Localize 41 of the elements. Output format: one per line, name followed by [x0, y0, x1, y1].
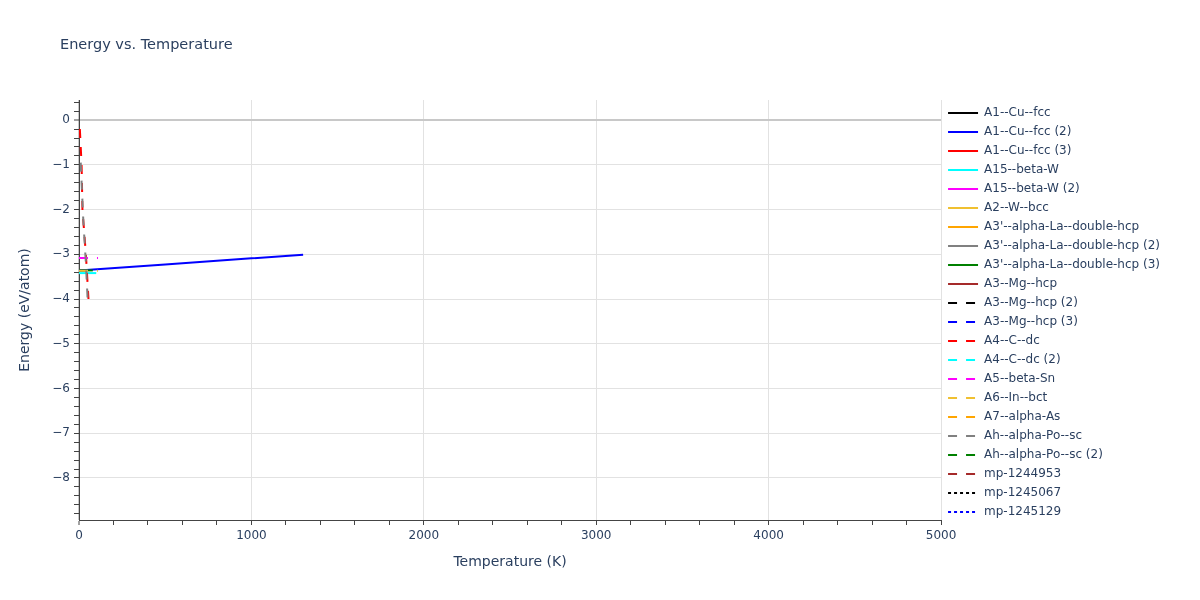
- legend-label: A15--beta-W (2): [984, 181, 1080, 196]
- y-tick-label: −8: [52, 470, 70, 485]
- legend-label: A3--Mg--hcp: [984, 276, 1058, 291]
- y-tick-label: −5: [52, 335, 70, 350]
- legend-label: mp-1245067: [984, 485, 1062, 500]
- x-tick-label: 3000: [580, 528, 612, 543]
- legend-label: A1--Cu--fcc: [984, 105, 1051, 120]
- legend-label: A4--C--dc (2): [984, 352, 1061, 367]
- x-tick-label: 2000: [408, 528, 440, 543]
- legend-label: A3--Mg--hcp (3): [984, 314, 1078, 329]
- legend-label: A4--C--dc: [984, 333, 1040, 348]
- legend-label: A2--W--bcc: [984, 200, 1049, 215]
- x-tick-label: 1000: [236, 528, 267, 543]
- legend-label: A1--Cu--fcc (3): [984, 143, 1072, 158]
- legend-label: A1--Cu--fcc (2): [984, 124, 1072, 139]
- legend-label: Ah--alpha-Po--sc: [984, 428, 1082, 443]
- y-tick-label: −3: [52, 246, 70, 261]
- legend-label: A3'--alpha-La--double-hcp (2): [984, 238, 1161, 253]
- y-tick-label: −1: [52, 156, 70, 171]
- legend-label: A15--beta-W: [984, 162, 1060, 177]
- x-axis-title: Temperature (K): [452, 553, 567, 570]
- legend-label: A5--beta-Sn: [984, 371, 1056, 386]
- legend-label: mp-1245129: [984, 504, 1062, 519]
- legend-label: mp-1244953: [984, 466, 1062, 481]
- legend-label: A3--Mg--hcp (2): [984, 295, 1078, 310]
- x-tick-label: 4000: [753, 528, 784, 543]
- legend-label: A6--In--bct: [984, 390, 1048, 405]
- y-tick-label: −6: [52, 380, 70, 395]
- y-tick-label: −2: [52, 201, 70, 216]
- legend-label: Ah--alpha-Po--sc (2): [984, 447, 1103, 462]
- y-tick-label: −7: [52, 425, 70, 440]
- y-tick-label: −4: [52, 291, 70, 306]
- y-axis-title: Energy (eV/atom): [16, 248, 33, 372]
- y-tick-label: 0: [62, 112, 70, 127]
- chart-title: Energy vs. Temperature: [60, 35, 233, 52]
- line-series: [79, 128, 90, 301]
- legend-label: A3'--alpha-La--double-hcp (3): [984, 257, 1161, 272]
- x-tick-label: 5000: [925, 528, 957, 543]
- legend-label: A3'--alpha-La--double-hcp: [984, 219, 1140, 234]
- legend-label: A7--alpha-As: [984, 409, 1061, 424]
- x-tick-label: 0: [75, 528, 83, 543]
